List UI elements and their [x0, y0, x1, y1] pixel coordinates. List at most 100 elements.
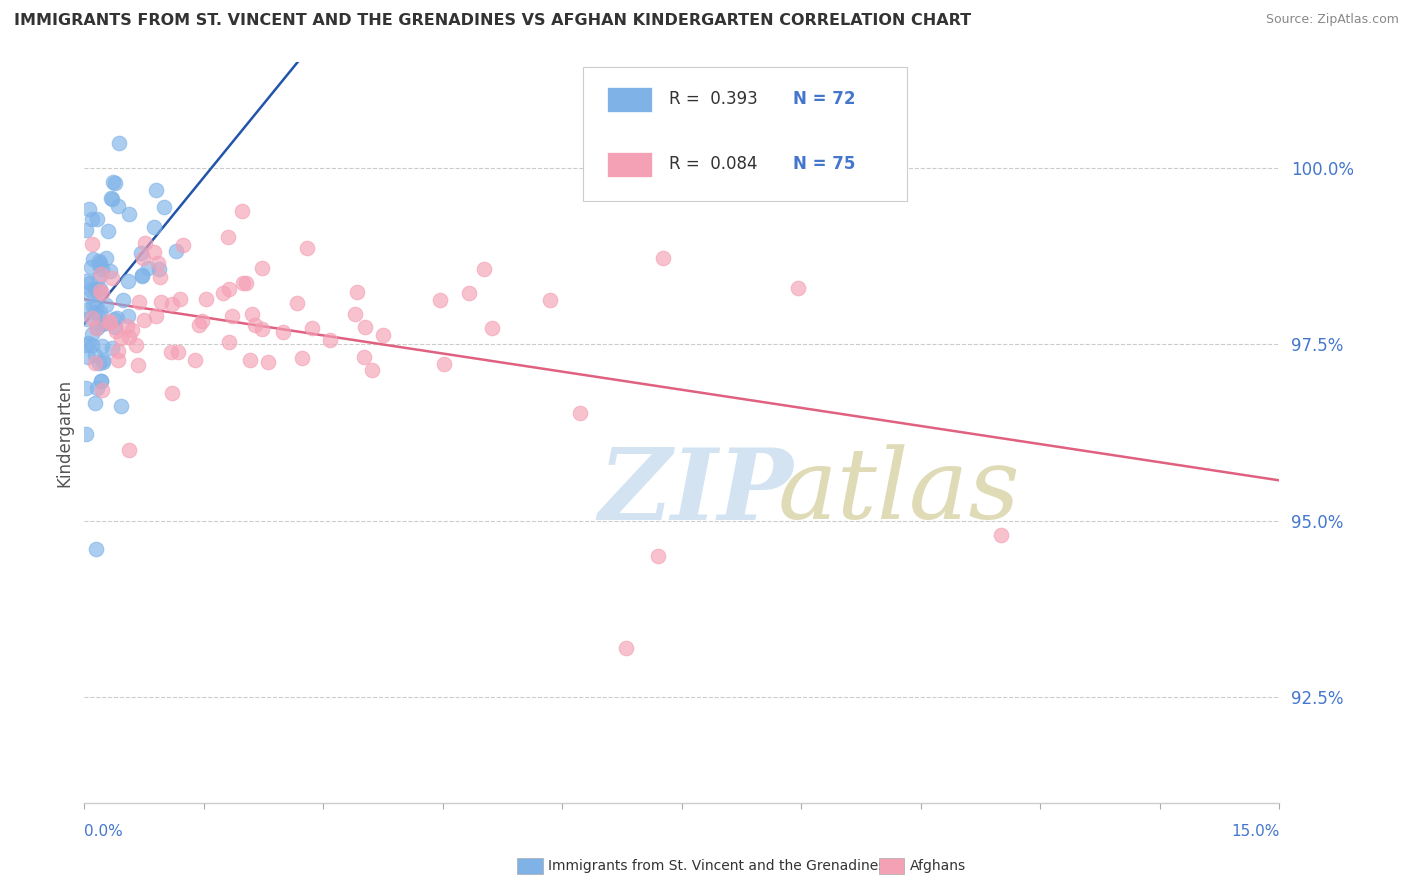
Point [651, 251, 673, 265]
Point [217, 230, 239, 244]
Y-axis label: Kindergarten: Kindergarten [55, 378, 73, 487]
Point [89, 304, 111, 318]
Point [160, 297, 183, 311]
Point [105, 324, 128, 338]
Point [118, 207, 141, 221]
Point [117, 274, 139, 288]
Point [647, 549, 669, 563]
Point [218, 282, 240, 296]
Text: N = 75: N = 75 [793, 155, 855, 173]
Point [100, 191, 122, 205]
Point [86, 381, 108, 395]
Point [103, 312, 125, 326]
Point [100, 193, 122, 207]
Text: atlas: atlas [778, 444, 1021, 540]
Point [472, 262, 495, 277]
Point [91, 338, 114, 352]
Point [188, 318, 211, 332]
Point [83, 281, 105, 295]
Point [80, 327, 103, 342]
Text: IMMIGRANTS FROM ST. VINCENT AND THE GRENADINES VS AFGHAN KINDERGARTEN CORRELATIO: IMMIGRANTS FROM ST. VINCENT AND THE GREN… [14, 13, 972, 29]
Point [148, 262, 170, 277]
Point [91, 384, 114, 398]
Point [84, 347, 107, 361]
Point [101, 341, 124, 355]
Text: Source: ZipAtlas.com: Source: ZipAtlas.com [1265, 13, 1399, 27]
Point [149, 269, 172, 284]
Point [105, 311, 128, 326]
Point [108, 136, 131, 150]
Point [162, 386, 184, 401]
Point [82, 212, 104, 227]
Point [354, 320, 377, 334]
Point [75, 274, 97, 288]
Point [132, 252, 155, 266]
Point [243, 318, 266, 333]
Text: Immigrants from St. Vincent and the Grenadines: Immigrants from St. Vincent and the Gren… [548, 859, 886, 873]
Point [91, 317, 114, 331]
Text: 15.0%: 15.0% [1232, 824, 1279, 839]
Point [84, 396, 107, 410]
Point [138, 260, 160, 275]
Point [239, 352, 262, 367]
Text: ZIP: ZIP [599, 443, 793, 540]
Point [79, 276, 101, 290]
Point [169, 292, 191, 306]
Point [110, 399, 132, 413]
Point [212, 285, 235, 300]
Point [104, 176, 127, 190]
Point [195, 292, 218, 306]
Point [240, 307, 263, 321]
Point [75, 223, 97, 237]
Point [221, 309, 243, 323]
Point [76, 312, 98, 326]
Point [75, 337, 97, 351]
Point [153, 200, 176, 214]
Point [107, 199, 129, 213]
Point [86, 283, 108, 297]
Point [90, 374, 112, 388]
Point [118, 443, 141, 458]
Point [252, 261, 274, 276]
Point [91, 261, 114, 276]
Point [89, 258, 111, 272]
Point [115, 318, 138, 333]
Point [87, 254, 110, 268]
Point [134, 236, 156, 251]
Point [107, 352, 129, 367]
Point [77, 202, 100, 217]
Point [127, 358, 149, 372]
Point [184, 352, 207, 367]
Point [112, 293, 135, 307]
Point [86, 212, 108, 227]
Point [285, 296, 308, 310]
Point [82, 299, 104, 313]
Point [343, 307, 366, 321]
Point [458, 285, 481, 300]
Point [104, 320, 127, 334]
Text: N = 72: N = 72 [793, 90, 855, 108]
Point [257, 355, 280, 369]
Point [87, 356, 110, 370]
Point [125, 338, 148, 352]
Point [98, 314, 121, 328]
Point [145, 184, 167, 198]
Point [231, 203, 253, 218]
Point [291, 351, 314, 365]
Point [117, 309, 139, 323]
Point [75, 303, 97, 318]
Point [129, 246, 152, 260]
Text: R =  0.393: R = 0.393 [669, 90, 758, 108]
Point [614, 640, 637, 655]
Point [150, 295, 173, 310]
Point [101, 271, 124, 285]
Point [93, 355, 115, 369]
Point [90, 267, 112, 281]
Point [167, 344, 190, 359]
Point [75, 381, 97, 395]
Point [86, 541, 108, 556]
Point [76, 350, 98, 364]
Point [79, 283, 101, 297]
Point [295, 241, 318, 255]
Point [86, 320, 108, 334]
